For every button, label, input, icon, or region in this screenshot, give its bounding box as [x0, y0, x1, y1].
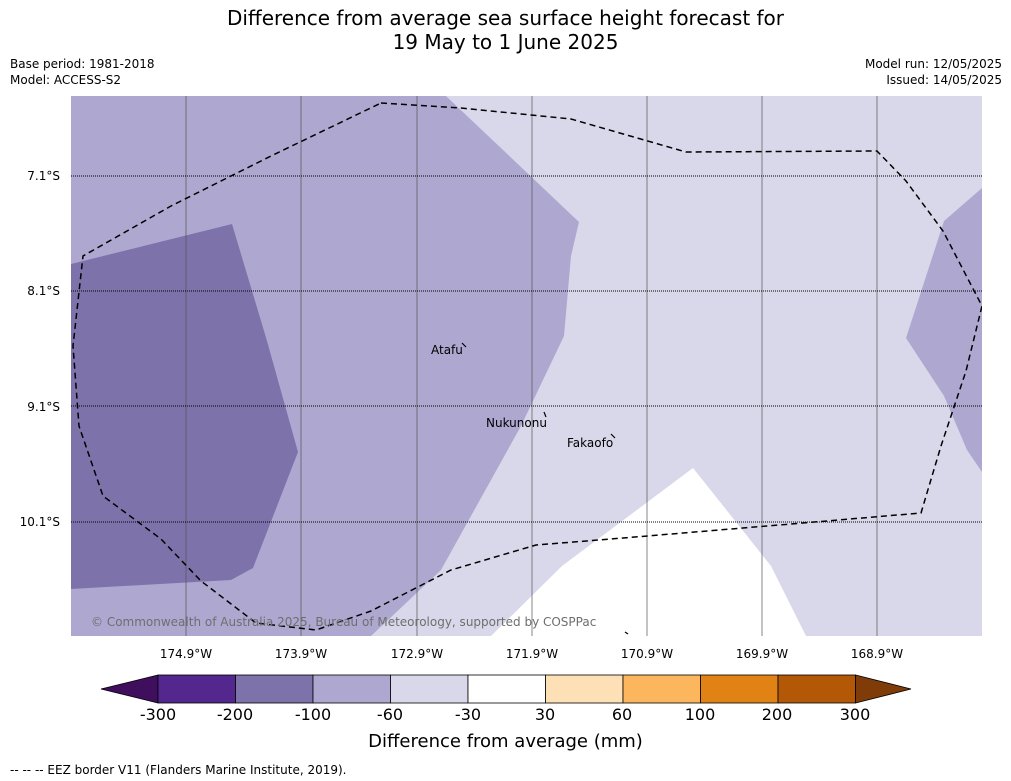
place-label: Nukunonu [486, 416, 547, 430]
latitude-label: 8.1°S [27, 284, 60, 298]
fakaofo-island-mark [610, 433, 616, 439]
colorbar-tick: -300 [139, 705, 177, 724]
colorbar-segment [777, 674, 856, 704]
colorbar-tick: -30 [454, 705, 482, 724]
longitude-label: 168.9°W [850, 647, 904, 661]
colorbar-label: Difference from average (mm) [368, 731, 643, 752]
colorbar-segment [545, 674, 624, 704]
latitude-label: 7.1°S [27, 169, 60, 183]
base-period-text: Base period: 1981-2018 [10, 57, 155, 71]
latitude-label: 9.1°S [27, 400, 60, 414]
colorbar-segment [235, 674, 314, 704]
contour-region-deep [71, 224, 298, 589]
colorbar-tick: -100 [294, 705, 332, 724]
colorbar-segment [467, 674, 546, 704]
eez-legend-text: -- -- -- EEZ border V11 (Flanders Marine… [10, 763, 347, 777]
model-text: Model: ACCESS-S2 [10, 73, 122, 87]
forecast-map: Atafu Nukunonu Fakaofo © Commonwealth of… [71, 96, 982, 636]
colorbar-segment [700, 674, 779, 704]
colorbar-tick: 100 [684, 705, 716, 724]
longitude-label: 171.9°W [505, 647, 559, 661]
longitude-label: 169.9°W [735, 647, 789, 661]
colorbar [100, 674, 912, 704]
chart-title-line1: Difference from average sea surface heig… [226, 6, 785, 30]
eez-border [72, 102, 982, 631]
meridian-lines [185, 96, 878, 636]
place-nukunonu: Nukunonu [486, 411, 547, 430]
colorbar-tick: 60 [611, 705, 633, 724]
colorbar-extend-low [100, 674, 159, 704]
colorbar-extend-high [855, 674, 912, 704]
colorbar-tick: 200 [761, 705, 793, 724]
colorbar-segment [312, 674, 391, 704]
chart-title-line2: 19 May to 1 June 2025 [392, 30, 619, 54]
colorbar-segment [622, 674, 701, 704]
issued-text: Issued: 14/05/2025 [886, 73, 1002, 87]
place-label: Atafu [431, 343, 463, 357]
longitude-label: 172.9°W [390, 647, 444, 661]
colorbar-tick: 300 [839, 705, 871, 724]
small-island-mark [624, 631, 629, 635]
contour-region-neutral [491, 468, 806, 636]
colorbar-tick: 30 [534, 705, 556, 724]
contour-region-east [906, 188, 982, 472]
place-atafu: Atafu [431, 342, 467, 357]
place-fakaofo: Fakaofo [567, 433, 616, 450]
model-run-text: Model run: 12/05/2025 [864, 57, 1002, 71]
longitude-label: 170.9°W [620, 647, 674, 661]
longitude-label: 173.9°W [274, 647, 328, 661]
colorbar-tick: -60 [376, 705, 404, 724]
latitude-label: 10.1°S [19, 515, 60, 529]
colorbar-segment [157, 674, 236, 704]
longitude-label: 174.9°W [159, 647, 213, 661]
colorbar-segment [390, 674, 469, 704]
atafu-island-mark [461, 342, 467, 348]
copyright-text: © Commonwealth of Australia 2025, Bureau… [91, 615, 596, 629]
colorbar-tick: -200 [216, 705, 254, 724]
nukunonu-island-mark [543, 411, 547, 418]
place-label: Fakaofo [567, 436, 613, 450]
